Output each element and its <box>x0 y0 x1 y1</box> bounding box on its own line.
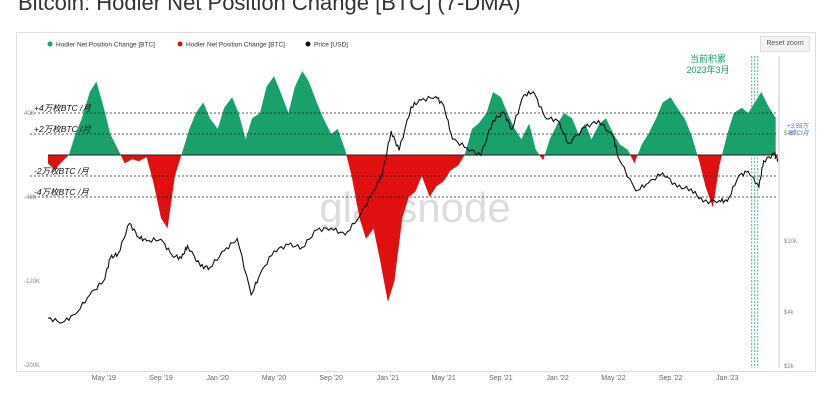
current-value-amount: +3.55万 <box>787 123 809 130</box>
y-left-tick-label-3: -200K <box>24 363 40 369</box>
y-right-tick-label-2: $4k <box>784 310 795 316</box>
y-left-tick-label-1: -40K <box>24 195 37 201</box>
legend-dot-negative <box>177 41 183 47</box>
positive-area-11 <box>722 92 776 155</box>
x-tick-label-4: Sep '20 <box>319 375 343 382</box>
x-tick-label-2: Jan '20 <box>207 375 229 382</box>
x-tick-label-9: May '22 <box>601 375 625 382</box>
positive-area-5 <box>464 92 540 155</box>
reference-label-2: -2万枚BTC /月 <box>34 166 89 176</box>
y-right-tick-label-3: $2k <box>784 364 795 370</box>
positive-area-9 <box>637 97 698 155</box>
legend-dot-positive <box>47 41 53 47</box>
x-tick-label-5: Jan '21 <box>377 375 399 382</box>
x-tick-label-3: May '20 <box>262 375 286 382</box>
axes: May '19 Sep '19 Jan '20 May '20 Sep '20 Jan '… <box>24 56 798 382</box>
legend-label-negative: Hodler Net Position Change [BTC] <box>186 42 285 49</box>
y-right-tick-label-0: $40k <box>784 131 798 137</box>
reset-zoom-button[interactable]: Reset zoom <box>760 36 810 52</box>
y-right-tick-label-1: $10k <box>784 239 798 245</box>
negative-area-6 <box>539 155 545 161</box>
x-tick-label-0: May '19 <box>92 375 116 382</box>
annotation-title: 当前积累 <box>690 53 726 64</box>
negative-area-0 <box>48 155 69 170</box>
x-tick-label-6: May '21 <box>432 375 456 382</box>
y-left-tick-label-2: -120K <box>24 279 40 285</box>
current-value-unit: BTC/月 <box>789 130 810 137</box>
legend-label-price: Price [USD] <box>314 42 348 49</box>
page-title: Bitcoin: Hodler Net Position Change [BTC… <box>18 0 521 15</box>
legend-item-price[interactable]: Price [USD] <box>305 41 349 49</box>
legend-dot-price <box>305 41 311 47</box>
positive-area-1 <box>68 81 121 155</box>
x-tick-label-11: Jan '23 <box>716 375 738 382</box>
negative-area-2 <box>120 155 182 229</box>
price-series <box>47 90 779 324</box>
reference-label-0: +4万枚BTC /月 <box>34 103 91 113</box>
annotation-date: 2023年3月 <box>686 64 729 75</box>
price-line <box>47 90 779 324</box>
legend-item-negative[interactable]: Hodler Net Position Change [BTC] <box>177 41 286 49</box>
x-tick-label-1: Sep '19 <box>149 375 173 382</box>
negative-area-4 <box>346 155 465 302</box>
reference-label-3: -4万枚BTC /月 <box>34 187 89 197</box>
legend-label-positive: Hodler Net Position Change [BTC] <box>56 42 155 49</box>
reference-label-1: +2万枚BTC /月 <box>34 124 91 134</box>
x-tick-label-10: Sep '22 <box>659 375 683 382</box>
x-tick-label-7: Sep '21 <box>489 375 513 382</box>
x-tick-label-8: Jan '22 <box>546 375 568 382</box>
legend: Hodler Net Position Change [BTC] Hodler … <box>47 41 349 49</box>
negative-area-10 <box>697 155 722 208</box>
negative-area-8 <box>630 155 638 164</box>
y-left-tick-label-0: 40K <box>24 111 35 117</box>
chart-card <box>16 32 816 372</box>
legend-item-positive[interactable]: Hodler Net Position Change [BTC] <box>47 41 156 49</box>
